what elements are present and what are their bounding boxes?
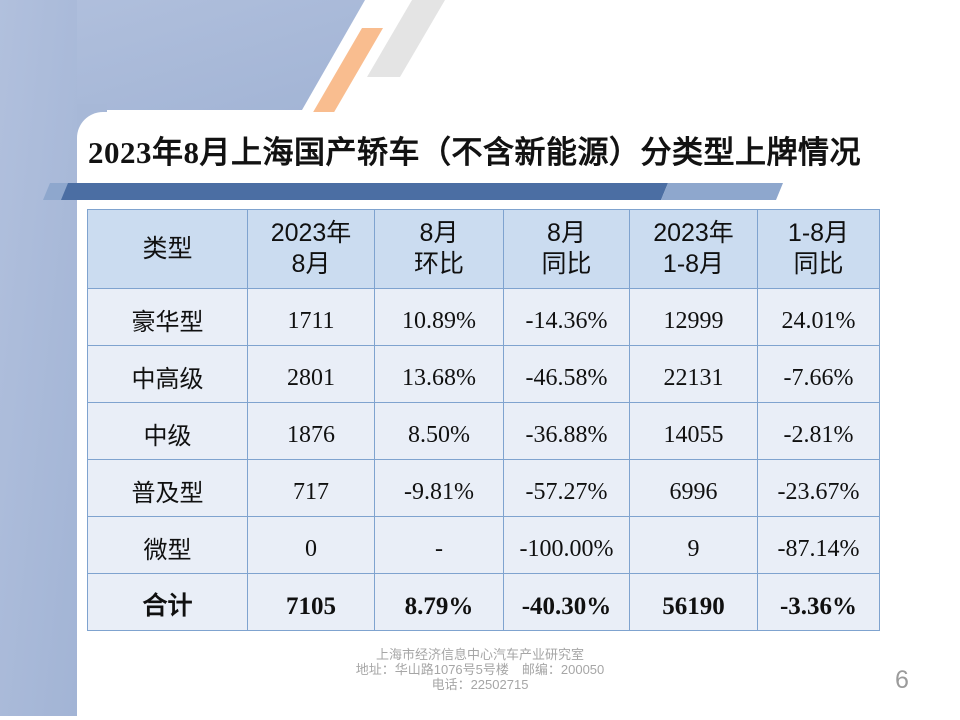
header-line: 8月 <box>291 250 331 278</box>
cell-value: 22131 <box>629 345 758 403</box>
cell-value: 12999 <box>629 288 758 346</box>
cell-value: -46.58% <box>503 345 630 403</box>
row-label: 合计 <box>87 573 248 631</box>
cell-value: 717 <box>247 459 375 517</box>
cell-value: 13.68% <box>374 345 504 403</box>
bar-dark-segment <box>55 183 668 200</box>
slide-footer: 上海市经济信息中心汽车产业研究室 地址：华山路1076号5号楼 邮编：20005… <box>0 647 960 692</box>
header-line: 1-8月 <box>662 250 725 278</box>
table-row-popular: 普及型 717 -9.81% -57.27% 6996 -23.67% <box>87 459 880 517</box>
cell-value: 8.50% <box>374 402 504 460</box>
cell-value: -7.66% <box>757 345 880 403</box>
slide-title: 2023年8月上海国产轿车（不含新能源）分类型上牌情况 <box>88 135 861 170</box>
cell-value: -9.81% <box>374 459 504 517</box>
cell-value: 0 <box>247 516 375 574</box>
header-cell-mom: 8月 环比 <box>374 209 504 289</box>
cell-value: 24.01% <box>757 288 880 346</box>
cell-value: 8.79% <box>374 573 504 631</box>
row-label: 普及型 <box>87 459 248 517</box>
table-row-mini: 微型 0 - -100.00% 9 -87.14% <box>87 516 880 574</box>
table-header-row: 类型 2023年 8月 8月 环比 8月 同比 2023年 1-8月 <box>87 209 880 289</box>
cell-value: - <box>374 516 504 574</box>
bar-light-right-segment <box>661 183 783 200</box>
cell-value: 2801 <box>247 345 375 403</box>
cell-value: 7105 <box>247 573 375 631</box>
table-row-luxury: 豪华型 1711 10.89% -14.36% 12999 24.01% <box>87 288 880 346</box>
header-cell-yoy: 8月 同比 <box>503 209 630 289</box>
blue-corner-shape <box>0 0 365 110</box>
cell-value: 1711 <box>247 288 375 346</box>
cell-value: 14055 <box>629 402 758 460</box>
header-line: 2023年 <box>270 219 352 247</box>
header-line: 8月 <box>547 219 586 247</box>
bar-light-left-segment <box>43 183 68 200</box>
row-label: 微型 <box>87 516 248 574</box>
row-label: 中级 <box>87 402 248 460</box>
header-line: 环比 <box>413 250 464 278</box>
cell-value: -57.27% <box>503 459 630 517</box>
gray-stripe <box>367 0 445 77</box>
table-row-total: 合计 7105 8.79% -40.30% 56190 -3.36% <box>87 573 880 631</box>
header-line: 1-8月 <box>787 219 850 247</box>
row-label: 豪华型 <box>87 288 248 346</box>
header-line: 2023年 <box>653 219 734 247</box>
registration-data-table: 类型 2023年 8月 8月 环比 8月 同比 2023年 1-8月 <box>87 209 880 631</box>
header-line: 类型 <box>142 234 193 263</box>
header-line: 同比 <box>541 250 592 278</box>
header-cell-2023-aug: 2023年 8月 <box>247 209 375 289</box>
cell-value: -14.36% <box>503 288 630 346</box>
cell-value: 1876 <box>247 402 375 460</box>
cell-value: -87.14% <box>757 516 880 574</box>
footer-org-line: 上海市经济信息中心汽车产业研究室 <box>375 647 584 662</box>
cell-value: -23.67% <box>757 459 880 517</box>
orange-stripe <box>312 28 383 114</box>
header-cell-ytd: 2023年 1-8月 <box>629 209 758 289</box>
cell-value: -100.00% <box>503 516 630 574</box>
footer-phone-line: 电话：22502715 <box>431 677 529 692</box>
row-label: 中高级 <box>87 345 248 403</box>
cell-value: -40.30% <box>503 573 630 631</box>
blue-left-column <box>0 0 77 716</box>
cell-value: -3.36% <box>757 573 880 631</box>
cell-value: 56190 <box>629 573 758 631</box>
footer-address-line: 地址：华山路1076号5号楼 邮编：200050 <box>355 662 605 677</box>
page-number: 6 <box>895 666 909 694</box>
cell-value: 6996 <box>629 459 758 517</box>
table-row-mid-high: 中高级 2801 13.68% -46.58% 22131 -7.66% <box>87 345 880 403</box>
cell-value: 9 <box>629 516 758 574</box>
header-line: 同比 <box>793 250 844 278</box>
title-underline-bar <box>43 183 783 200</box>
header-line: 8月 <box>419 219 459 247</box>
cell-value: 10.89% <box>374 288 504 346</box>
cell-value: -2.81% <box>757 402 880 460</box>
cell-value: -36.88% <box>503 402 630 460</box>
header-cell-ytd-yoy: 1-8月 同比 <box>757 209 880 289</box>
table-row-mid: 中级 1876 8.50% -36.88% 14055 -2.81% <box>87 402 880 460</box>
header-cell-type: 类型 <box>87 209 248 289</box>
